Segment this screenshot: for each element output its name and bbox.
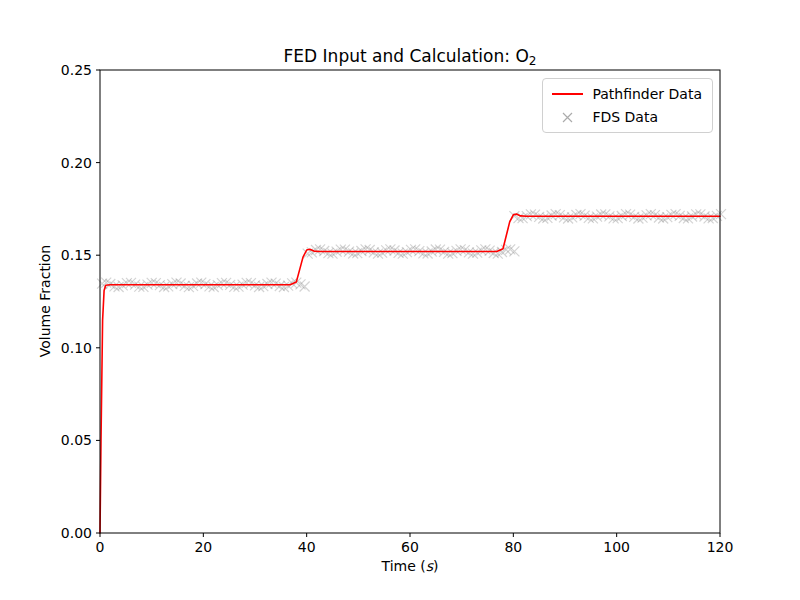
axes-spines xyxy=(100,70,720,533)
x-marker-sample-icon xyxy=(552,110,583,124)
red-line-sample-icon xyxy=(552,87,583,101)
chart-title-text: FED Input and Calculation: O xyxy=(284,46,529,66)
fds-x-marker xyxy=(300,282,310,292)
legend-entry-pathfinder: Pathfinder Data xyxy=(552,86,702,102)
legend: Pathfinder Data FDS Data xyxy=(542,78,713,133)
y-tick-label: 0.15 xyxy=(61,247,92,263)
x-tick-label: 40 xyxy=(298,539,316,555)
legend-entry-fds: FDS Data xyxy=(552,109,702,125)
x-axis-label-suffix: ) xyxy=(433,558,438,574)
x-tick-label: 60 xyxy=(401,539,419,555)
x-tick-label: 80 xyxy=(504,539,522,555)
chart-title: FED Input and Calculation: O2 xyxy=(100,46,720,66)
x-tick-label: 20 xyxy=(194,539,212,555)
legend-label-fds: FDS Data xyxy=(592,109,658,125)
x-tick-label: 0 xyxy=(96,539,105,555)
legend-label-pathfinder: Pathfinder Data xyxy=(592,86,702,102)
y-tick-label: 0.10 xyxy=(61,340,92,356)
fds-x-marker xyxy=(509,246,519,256)
x-axis-label-unit: s xyxy=(426,558,433,574)
y-axis-label: Volume Fraction xyxy=(37,245,53,357)
x-tick-label: 100 xyxy=(603,539,630,555)
x-tick-label: 120 xyxy=(707,539,734,555)
x-axis-label: Time (s) xyxy=(100,558,720,574)
pathfinder-line xyxy=(100,214,720,533)
x-axis-label-prefix: Time ( xyxy=(382,558,426,574)
chart-title-subscript: 2 xyxy=(529,54,537,68)
y-tick-label: 0.25 xyxy=(61,62,92,78)
y-tick-label: 0.05 xyxy=(61,432,92,448)
fds-x-marker xyxy=(716,209,726,219)
figure-canvas: 0204060801001200.000.050.100.150.200.25 … xyxy=(0,0,800,600)
y-tick-label: 0.00 xyxy=(61,525,92,541)
y-tick-label: 0.20 xyxy=(61,155,92,171)
